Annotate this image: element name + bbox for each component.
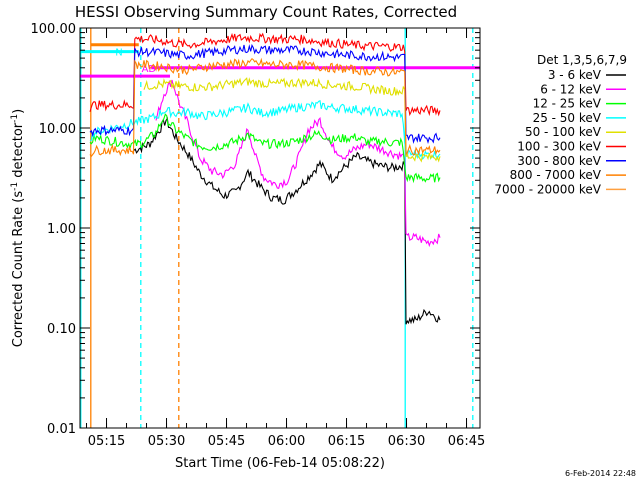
legend-entry-label: 3 - 6 keV <box>548 68 602 82</box>
flag-label: AD <box>142 64 157 75</box>
series-line <box>143 77 441 163</box>
series-line <box>89 113 441 184</box>
x-tick-label: 06:15 <box>328 434 365 449</box>
series-line <box>89 100 441 160</box>
legend-entry-label: 7000 - 20000 keV <box>494 182 601 196</box>
series-line <box>89 43 441 145</box>
legend-entry-label: 300 - 800 keV <box>517 154 601 168</box>
x-tick-label: 06:45 <box>448 434 485 449</box>
legend-entry-label: 25 - 50 keV <box>533 111 602 125</box>
y-tick-label: 0.10 <box>47 322 76 337</box>
legend-title: Det 1,3,5,6,7,9 <box>537 53 627 67</box>
x-axis: 05:15 05:30 05:45 06:00 06:15 06:30 06:45 <box>86 28 485 449</box>
x-tick-label: 06:30 <box>388 434 425 449</box>
x-tick-label: 06:00 <box>268 434 305 449</box>
footer-timestamp: 6-Feb-2014 22:48 <box>565 469 636 478</box>
y-axis-label: Corrected Count Rate (s-1 detector-1) <box>10 109 26 347</box>
legend-entry-label: 12 - 25 keV <box>533 97 602 111</box>
y-tick-label: 10.00 <box>39 122 76 137</box>
legend-entry-label: 100 - 300 keV <box>517 140 601 154</box>
flag-label: N <box>115 48 122 59</box>
x-axis-label: Start Time (06-Feb-14 05:08:22) <box>175 456 385 471</box>
legend-entry-label: 6 - 12 keV <box>540 82 602 96</box>
series-line <box>89 57 441 158</box>
legend-entry-label: 800 - 7000 keV <box>510 168 602 182</box>
y-tick-label: 100.00 <box>31 22 77 37</box>
y-tick-label: 1.00 <box>47 222 76 237</box>
y-axis: 0.01 0.10 1.00 10.00 100.00 <box>31 22 480 437</box>
chart-title: HESSI Observing Summary Count Rates, Cor… <box>75 3 457 21</box>
series-line <box>89 32 441 117</box>
x-tick-label: 05:30 <box>148 434 185 449</box>
x-tick-label: 05:15 <box>88 434 125 449</box>
y-tick-label: 0.01 <box>47 422 76 437</box>
legend-entry-label: 50 - 100 keV <box>525 125 602 139</box>
x-tick-label: 05:45 <box>208 434 245 449</box>
series-line <box>155 79 441 248</box>
series-line <box>133 116 441 325</box>
